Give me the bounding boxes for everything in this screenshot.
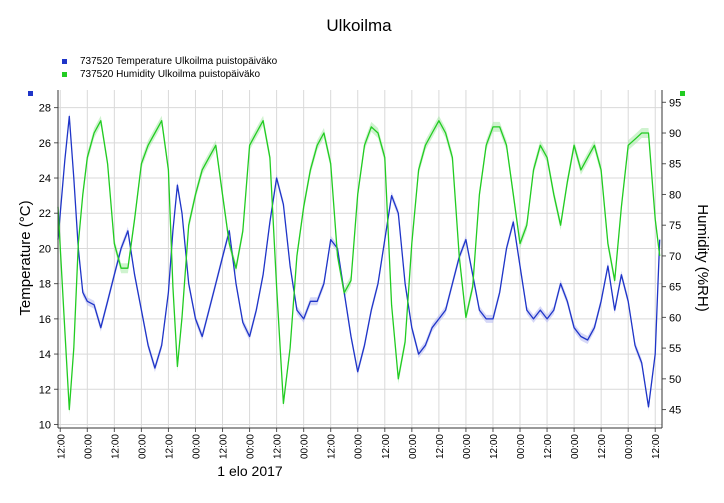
x-tick-label: 12:00 [435, 434, 446, 459]
left-tick-label: 16 [39, 314, 51, 326]
x-tick-label: 12:00 [381, 434, 392, 459]
x-tick-label: 00:00 [516, 434, 527, 459]
left-tick-label: 26 [39, 138, 51, 150]
right-tick-label: 80 [669, 189, 681, 201]
x-tick-label: 00:00 [83, 434, 94, 459]
x-date-label: 1 elo 2017 [217, 463, 283, 479]
right-tick-label: 60 [669, 312, 681, 324]
x-tick-label: 12:00 [327, 434, 338, 459]
chart-title: Ulkoilma [326, 16, 392, 35]
right-axis-label: Humidity (%RH) [694, 204, 711, 312]
right-tick-label: 50 [669, 374, 681, 386]
x-tick-label: 00:00 [624, 434, 635, 459]
temperature-line [57, 115, 661, 408]
grid-lines [58, 90, 662, 428]
x-tick-label: 12:00 [56, 434, 67, 459]
right-axis-series-marker [680, 91, 685, 96]
right-tick-label: 95 [669, 97, 681, 109]
left-tick-label: 10 [39, 419, 51, 431]
right-tick-label: 45 [669, 405, 681, 417]
x-tick-label: 12:00 [489, 434, 500, 459]
left-tick-label: 20 [39, 243, 51, 255]
x-tick-label: 12:00 [543, 434, 554, 459]
x-tick-label: 12:00 [219, 434, 230, 459]
left-tick-label: 28 [39, 103, 51, 115]
legend-marker-temperature [62, 59, 67, 64]
left-tick-label: 24 [39, 173, 51, 185]
legend-label-humidity: 737520 Humidity Ulkoilma puistopäiväko [80, 69, 261, 80]
humidity-line [57, 120, 661, 411]
left-tick-label: 18 [39, 279, 51, 291]
left-tick-label: 12 [39, 384, 51, 396]
right-tick-label: 55 [669, 343, 681, 355]
x-tick-label: 12:00 [164, 434, 175, 459]
right-tick-label: 90 [669, 128, 681, 140]
x-tick-label: 12:00 [597, 434, 608, 459]
legend-marker-humidity [62, 72, 67, 77]
x-tick-label: 00:00 [354, 434, 365, 459]
series-lines [57, 115, 661, 411]
right-tick-label: 70 [669, 251, 681, 263]
left-tick-label: 22 [39, 208, 51, 220]
x-tick-label: 00:00 [462, 434, 473, 459]
axes [54, 90, 666, 432]
legend-label-temperature: 737520 Temperature Ulkoilma puistopäiväk… [80, 56, 278, 67]
right-tick-label: 65 [669, 282, 681, 294]
x-tick-label: 00:00 [137, 434, 148, 459]
x-tick-label: 12:00 [651, 434, 662, 459]
left-axis-label: Temperature (°C) [17, 200, 34, 315]
right-tick-label: 85 [669, 159, 681, 171]
x-tick-label: 00:00 [570, 434, 581, 459]
left-tick-label: 14 [39, 349, 51, 361]
x-tick-label: 12:00 [273, 434, 284, 459]
x-tick-label: 00:00 [246, 434, 257, 459]
x-tick-label: 00:00 [191, 434, 202, 459]
x-tick-label: 12:00 [110, 434, 121, 459]
x-tick-label: 00:00 [408, 434, 419, 459]
left-axis-series-marker [28, 91, 33, 96]
tick-labels: 10 12 14 16 18 20 22 24 26 28 45 50 55 60 65 70 75 80 85 90… [39, 97, 682, 459]
x-tick-label: 00:00 [300, 434, 311, 459]
right-tick-label: 75 [669, 220, 681, 232]
